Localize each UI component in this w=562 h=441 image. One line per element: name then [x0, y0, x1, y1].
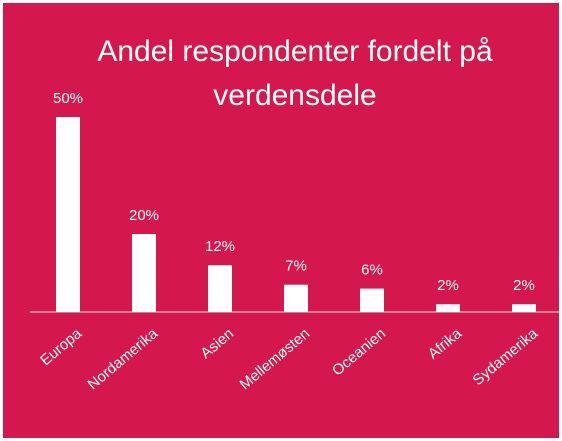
x-tick-label: Sydamerika: [470, 325, 542, 389]
value-label: 20%: [129, 207, 159, 224]
bar: [436, 304, 460, 312]
value-label: 2%: [437, 277, 459, 294]
bar: [132, 234, 156, 312]
x-tick-label: Mellemøsten: [236, 325, 313, 393]
x-tick-label: Afrika: [425, 325, 466, 363]
bar: [512, 304, 536, 312]
value-label: 2%: [513, 277, 535, 294]
bar: [208, 265, 232, 312]
chart-title: Andel respondenter fordelt på verdensdel…: [97, 35, 493, 112]
x-tick-label: Oceanien: [329, 325, 389, 379]
x-tick-label: Europa: [37, 325, 85, 370]
bar: [56, 117, 80, 312]
value-label: 50%: [53, 90, 83, 107]
value-label: 7%: [285, 258, 307, 275]
chart-background: [3, 3, 559, 438]
bar: [284, 284, 308, 312]
x-tick-label: Nordamerika: [84, 325, 161, 394]
value-label: 12%: [205, 238, 235, 255]
value-label: 6%: [361, 262, 383, 279]
x-tick-label: Asien: [197, 325, 237, 362]
bar: [360, 288, 384, 312]
